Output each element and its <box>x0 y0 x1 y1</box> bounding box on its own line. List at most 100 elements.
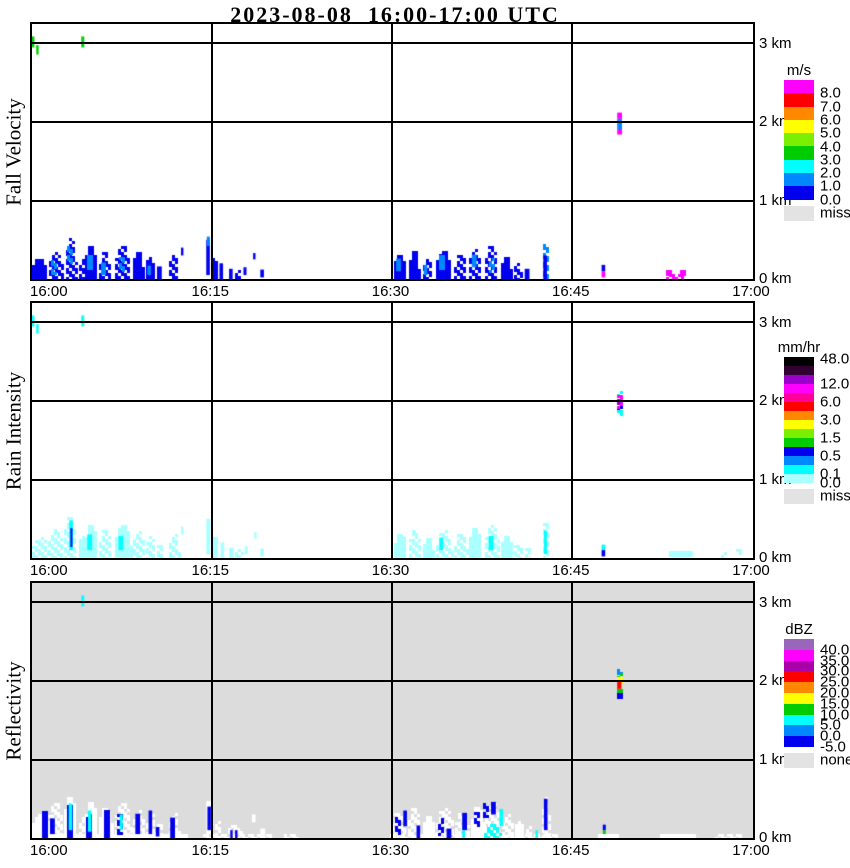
colorbar-value-label: 7.0 <box>820 98 841 116</box>
colorbar-cell <box>784 375 814 384</box>
colorbar-cell <box>784 146 814 160</box>
x-tick-label: 17:00 <box>732 283 770 300</box>
x-tick-label: 16:15 <box>191 842 230 859</box>
km-tick-label: 0 km <box>759 270 792 288</box>
colorbar-cell <box>784 384 814 393</box>
colorbar-value-label: 12.0 <box>820 375 850 393</box>
colorbar-value-label: 6.0 <box>820 111 841 129</box>
colorbar-value-label: 0.0 <box>820 474 841 492</box>
colorbar-cell <box>784 703 814 715</box>
colorbar-scale: 48.0 12.0 6.0 3.0 1.5 0.5 0.1 0.0 miss <box>784 351 850 505</box>
x-tick-label: 16:30 <box>371 283 410 300</box>
gridline-3km <box>32 321 753 323</box>
panel-rain-intensity: Rain Intensity 16:00 16:15 16:30 16:45 17:00… <box>2 301 792 579</box>
colorbar-cell <box>784 106 814 120</box>
colorbar-cell <box>784 725 814 737</box>
gridline-vertical <box>211 583 213 838</box>
colorbar-cell <box>784 80 814 94</box>
gridline-3km <box>32 601 753 603</box>
colorbar-missing-cell <box>784 489 814 504</box>
x-tick-label: 16:30 <box>371 842 410 859</box>
x-tick-label: 16:00 <box>30 283 68 300</box>
x-tick-label: 16:45 <box>551 562 590 579</box>
colorbar-value-label: 0.5 <box>820 447 841 465</box>
colorbar-value-label: 4.0 <box>820 138 841 155</box>
colorbar-value-label: 15.0 <box>820 695 850 713</box>
panel-label-fall-velocity: Fall Velocity <box>1 97 26 206</box>
colorbar-cell <box>784 420 814 429</box>
gridline-3km <box>32 42 753 44</box>
colorbar-cell <box>784 714 814 726</box>
km-tick-label: 1 km <box>759 191 792 209</box>
x-tick-label: 16:30 <box>371 562 410 579</box>
gridline-vertical <box>391 24 393 279</box>
colorbar-cell <box>784 186 814 200</box>
x-tick-label: 16:15 <box>191 562 230 579</box>
colorbar-value-label: 5.0 <box>820 716 841 734</box>
colorbar-cell <box>784 692 814 704</box>
y-axis-ticks: 0 km 1 km 2 km 3 km <box>759 581 819 847</box>
colorbar-value-label: 20.0 <box>820 684 850 702</box>
colorbar-value-label: 3.0 <box>820 411 841 429</box>
colorbar-cell <box>784 159 814 174</box>
colorbar-value-label: 5.0 <box>820 124 841 142</box>
colorbar-value-label: -5.0 <box>820 738 846 756</box>
colorbar-value-label: 2.0 <box>820 164 841 182</box>
km-tick-label: 2 km <box>759 672 792 690</box>
colorbar-cell <box>784 173 814 187</box>
colorbar-value-label: 10.0 <box>820 706 850 724</box>
colorbar-fall-velocity: m/s 8.0 7.0 6.0 5.0 4.0 3.0 2.0 1.0 0.0 miss <box>784 62 850 221</box>
colorbar-value-label: 25.0 <box>820 673 850 691</box>
colorbar-missing-cell <box>784 205 814 221</box>
colorbar-cell <box>784 119 814 134</box>
km-tick-label: 1 km <box>759 750 792 768</box>
colorbar-cell <box>784 456 814 465</box>
colorbar-cell <box>784 474 814 483</box>
colorbar-missing-label: miss <box>820 487 850 505</box>
km-tick-label: 1 km <box>759 470 792 488</box>
gridline-2km <box>32 680 753 682</box>
colorbar-cell <box>784 649 814 661</box>
colorbar-cell <box>784 660 814 672</box>
colorbar-value-label: 3.0 <box>820 151 841 169</box>
x-tick-label: 16:00 <box>30 562 68 579</box>
colorbar-value-label: 1.5 <box>820 429 841 447</box>
gridline-vertical <box>391 583 393 838</box>
colorbar-missing-label: miss <box>820 204 850 222</box>
colorbar-units-label: mm/hr <box>777 339 821 356</box>
colorbar-cell <box>784 671 814 683</box>
plot-area-reflectivity <box>30 581 755 840</box>
colorbar-cell <box>784 411 814 420</box>
colorbar-cell <box>784 393 814 402</box>
colorbar-scale: 8.0 7.0 6.0 5.0 4.0 3.0 2.0 1.0 0.0 miss <box>784 80 850 221</box>
km-tick-label: 3 km <box>759 34 792 52</box>
km-tick-label: 2 km <box>759 392 792 410</box>
colorbar-units-label: dBZ <box>785 621 813 638</box>
gridline-1km <box>32 479 753 481</box>
gridline-2km <box>32 121 753 123</box>
panel-label-reflectivity: Reflectivity <box>1 660 26 761</box>
gridline-vertical <box>571 303 573 558</box>
colorbar-units-label: m/s <box>786 62 812 79</box>
km-tick-label: 0 km <box>759 829 792 847</box>
gridline-1km <box>32 200 753 202</box>
colorbar-cell <box>784 429 814 438</box>
colorbar-cell <box>784 465 814 474</box>
gridline-vertical <box>211 303 213 558</box>
colorbar-value-label: 35.0 <box>820 652 850 670</box>
gridline-1km <box>32 759 753 761</box>
y-axis-ticks: 0 km 1 km 2 km 3 km <box>759 301 819 567</box>
colorbar-value-label: 48.0 <box>820 350 850 368</box>
x-tick-label: 16:00 <box>30 842 68 859</box>
x-axis-ticks: 16:00 16:15 16:30 16:45 17:00 <box>30 842 770 859</box>
colorbar-value-label: 0.1 <box>820 465 841 483</box>
panel-label-rain-intensity: Rain Intensity <box>1 371 26 490</box>
colorbar-cell <box>784 447 814 456</box>
gridline-vertical <box>571 24 573 279</box>
gridline-2km <box>32 400 753 402</box>
gridline-vertical <box>391 303 393 558</box>
colorbar-cell <box>784 133 814 147</box>
km-tick-label: 3 km <box>759 593 792 611</box>
plot-area-rain-intensity <box>30 301 755 560</box>
